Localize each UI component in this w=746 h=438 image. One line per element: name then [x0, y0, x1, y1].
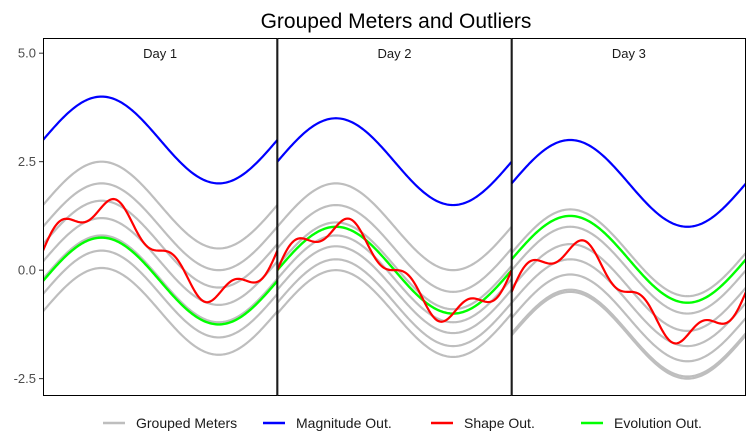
- grouped-meter-line: [277, 221, 512, 311]
- grouped-meter-line: [43, 160, 278, 250]
- y-tick-label: -2.5: [14, 371, 36, 386]
- panel-label: Day 2: [378, 46, 412, 61]
- y-tick-label: 5.0: [18, 46, 36, 61]
- magnitude-outlier-line: [277, 117, 512, 207]
- grouped-meter-line: [277, 203, 512, 293]
- grouped-meter-line: [277, 245, 512, 335]
- grouped-meter-line: [511, 225, 746, 315]
- panel-series: [277, 117, 512, 359]
- grouped-meter-line: [43, 199, 278, 289]
- grouped-meter-line: [511, 243, 746, 333]
- legend-label: Shape Out.: [464, 415, 535, 431]
- y-tick-label: 0.0: [18, 263, 36, 278]
- legend: Grouped Meters Magnitude Out. Shape Out. Ev…: [103, 415, 702, 431]
- legend-item-grouped: Grouped Meters: [103, 415, 237, 431]
- panel-day-2: Day 2: [277, 38, 512, 396]
- evolution-outlier-line: [511, 214, 746, 304]
- y-axis: -2.5 0.0 2.5 5.0: [14, 46, 43, 386]
- panel-series: [511, 138, 746, 380]
- panels: Day 1 Day 2 Day 3: [43, 38, 746, 396]
- shape-outlier-line: [277, 217, 512, 323]
- grouped-meter-line: [43, 249, 278, 339]
- grouped-meter-line: [511, 290, 746, 380]
- grouped-meter-line: [277, 182, 512, 272]
- panel-label: Day 1: [143, 46, 177, 61]
- grouped-meter-line: [277, 269, 512, 359]
- legend-label: Magnitude Out.: [296, 415, 392, 431]
- panel-border: [43, 38, 278, 396]
- grouped-meter-line: [43, 216, 278, 306]
- legend-item-evolution: Evolution Out.: [581, 415, 702, 431]
- magnitude-outlier-line: [511, 138, 746, 228]
- grouped-meter-line: [511, 288, 746, 378]
- grouped-meter-line: [43, 182, 278, 272]
- shape-outlier-line: [511, 239, 746, 345]
- grouped-meter-line: [277, 258, 512, 348]
- grouped-meter-line: [43, 266, 278, 356]
- panel-border: [277, 38, 512, 396]
- panel-day-3: Day 3: [511, 38, 746, 396]
- grouped-meter-line: [511, 258, 746, 348]
- panel-label: Day 3: [612, 46, 646, 61]
- shape-outlier-line: [43, 197, 278, 304]
- panel-series: [43, 95, 278, 356]
- legend-item-magnitude: Magnitude Out.: [263, 415, 392, 431]
- legend-label: Evolution Out.: [614, 415, 702, 431]
- grouped-meter-line: [511, 208, 746, 298]
- chart-title: Grouped Meters and Outliers: [261, 10, 532, 33]
- panel-day-1: Day 1: [43, 38, 278, 396]
- evolution-outlier-line: [43, 236, 278, 326]
- grouped-meter-line: [511, 273, 746, 363]
- grouped-meter-line: [43, 234, 278, 324]
- legend-item-shape: Shape Out.: [431, 415, 535, 431]
- y-tick-label: 2.5: [18, 154, 36, 169]
- magnitude-outlier-line: [43, 95, 278, 185]
- legend-label: Grouped Meters: [136, 415, 237, 431]
